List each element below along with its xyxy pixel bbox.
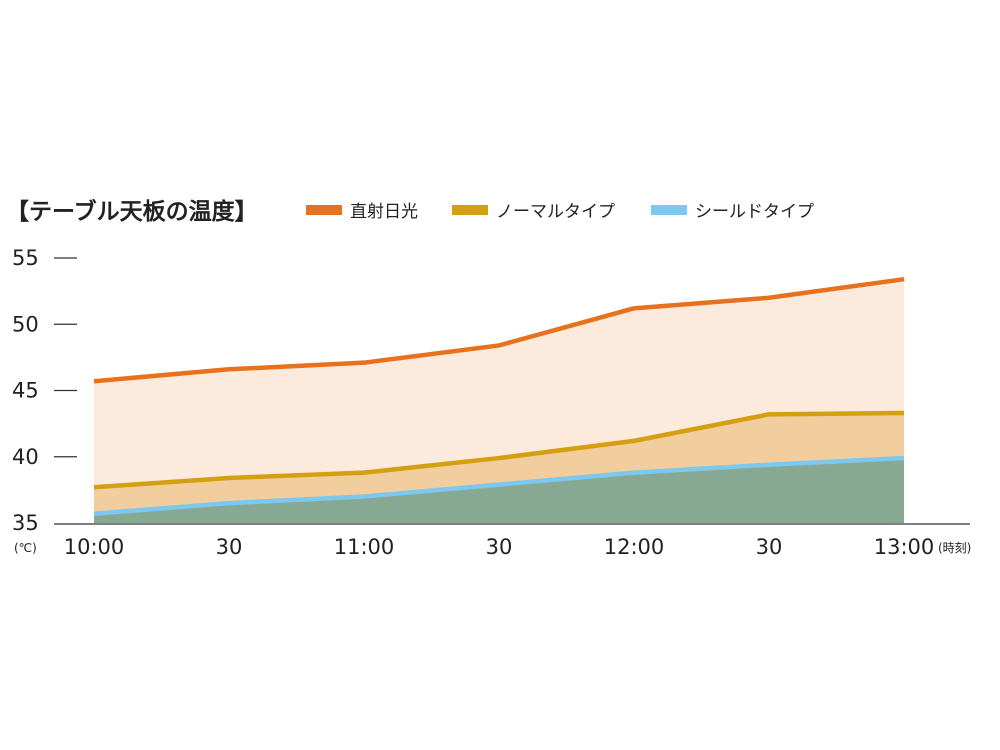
chart-title: 【テーブル天板の温度】 bbox=[6, 198, 258, 225]
series-line-3 bbox=[93, 455, 905, 516]
series-line-2 bbox=[93, 410, 905, 490]
x-axis-ticks: 10:00 30 11:00 30 12:00 30 13:00 bbox=[64, 535, 935, 559]
legend-swatch bbox=[452, 205, 488, 215]
area-3 bbox=[94, 458, 904, 523]
y-tick-label: 55 bbox=[12, 246, 39, 270]
x-tick-label: 11:00 bbox=[334, 535, 395, 559]
x-tick-label: 30 bbox=[756, 535, 783, 559]
y-axis-ticks: 35 40 45 50 55 bbox=[12, 246, 77, 535]
legend-swatch bbox=[651, 205, 687, 215]
legend-swatch bbox=[306, 205, 342, 215]
x-tick-label: 30 bbox=[216, 535, 243, 559]
x-tick-label: 10:00 bbox=[64, 535, 125, 559]
legend: 直射日光 ノーマルタイプ シールドタイプ bbox=[306, 202, 814, 222]
y-tick-label: 45 bbox=[12, 379, 39, 403]
legend-label: ノーマルタイプ bbox=[496, 202, 615, 222]
x-tick-label: 13:00 bbox=[874, 535, 935, 559]
y-tick-label: 40 bbox=[12, 445, 39, 469]
legend-label: シールドタイプ bbox=[695, 202, 814, 222]
x-axis-unit: (時刻) bbox=[938, 541, 971, 555]
legend-label: 直射日光 bbox=[350, 202, 418, 222]
x-tick-label: 12:00 bbox=[604, 535, 665, 559]
x-tick-label: 30 bbox=[486, 535, 513, 559]
y-tick-label: 35 bbox=[12, 511, 39, 535]
series-line-1 bbox=[93, 276, 905, 384]
y-tick-label: 50 bbox=[12, 312, 39, 336]
series-lines bbox=[93, 276, 905, 516]
y-axis-unit: (℃) bbox=[14, 541, 37, 555]
area-fills bbox=[94, 279, 904, 523]
